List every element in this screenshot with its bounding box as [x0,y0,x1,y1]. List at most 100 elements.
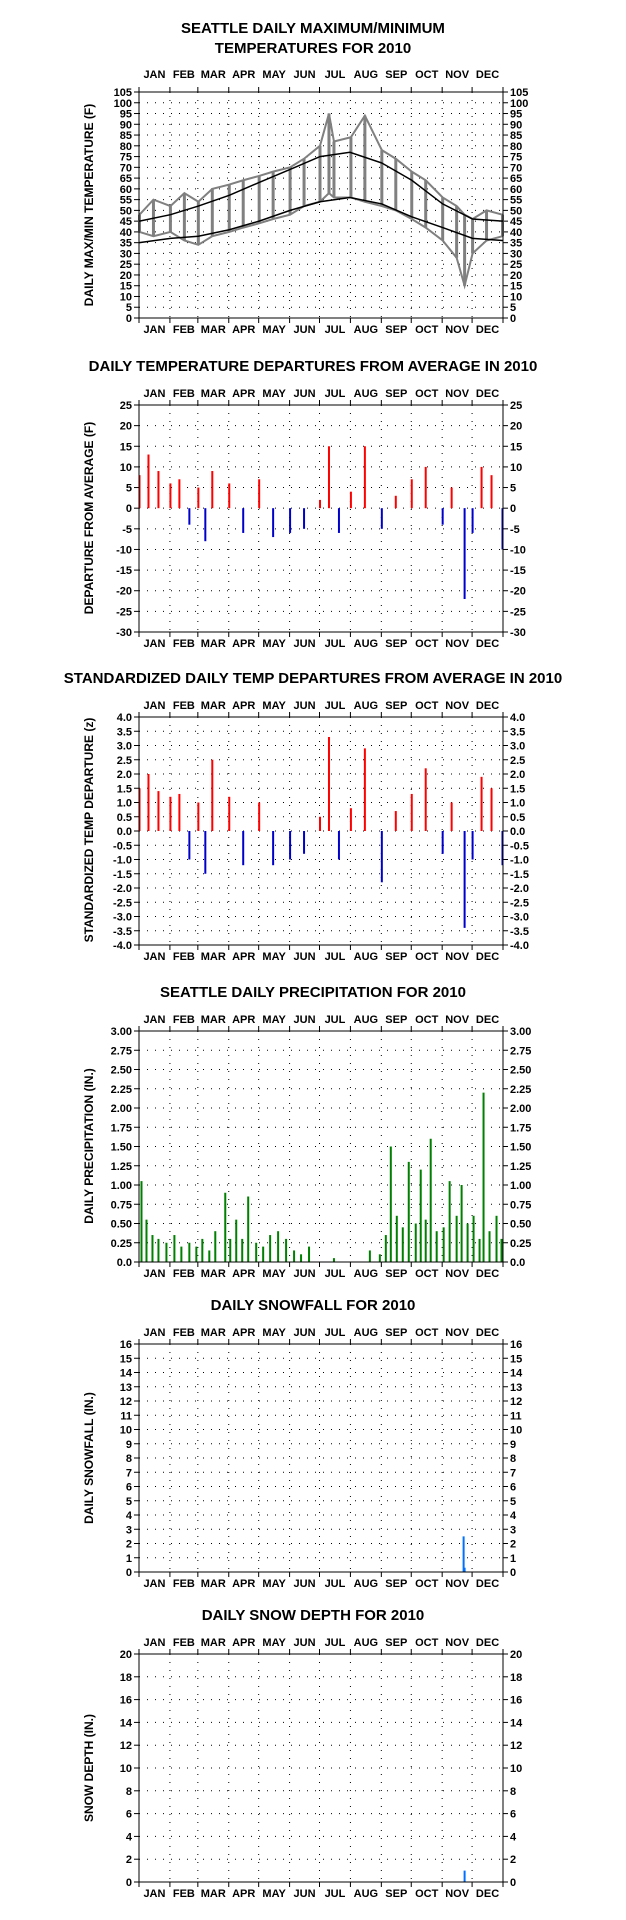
y-tick-label: 2.00 [111,1103,132,1115]
month-label: MAR [201,1327,226,1339]
y-tick-label: -3.0 [510,912,529,924]
y-tick-label: 7 [126,1467,132,1479]
y-tick-label: 16 [510,1695,522,1707]
y-tick-label: 4.0 [510,712,525,724]
normal-temp-line [139,196,503,244]
month-label: SEP [385,951,407,963]
plot-frame [138,91,504,319]
month-label: APR [232,1888,255,1900]
y-tick-label: 5 [126,1496,132,1508]
month-label: SEP [385,1888,407,1900]
y-tick-label: 0.5 [117,812,132,824]
y-tick-label: 3.5 [117,726,132,738]
month-label: FEB [173,1888,195,1900]
month-label: JUN [294,1888,316,1900]
y-tick-label: 2 [510,1854,516,1866]
month-label: MAR [201,388,226,400]
y-tick-label: 50 [120,205,132,217]
y-tick-label: 10 [120,1763,132,1775]
month-label: NOV [445,1014,470,1026]
plot-frame [138,404,504,633]
y-tick-label: 40 [510,227,522,239]
y-tick-label: 12 [510,1396,522,1408]
y-tick-label: 2.0 [510,769,525,781]
y-tick-label: -25 [116,606,132,618]
y-tick-label: -30 [510,627,526,639]
month-label: SEP [385,1014,407,1026]
y-tick-label: 80 [510,141,522,153]
month-label: JAN [143,1268,165,1280]
y-tick-label: 30 [510,248,522,260]
y-tick-label: 18 [120,1672,132,1684]
y-tick-label: 14 [120,1717,133,1729]
y-tick-label: 20 [510,1649,522,1661]
y-tick-label: 70 [120,162,132,174]
y-tick-label: 105 [114,87,132,99]
y-tick-label: 3.00 [510,1026,531,1038]
month-label: OCT [415,1578,439,1590]
y-tick-label: 35 [510,238,522,250]
month-label: DEC [476,1327,499,1339]
month-label: JAN [143,1327,165,1339]
y-tick-label: 1.25 [510,1161,531,1173]
month-label: FEB [173,388,195,400]
month-label: JUN [294,1327,316,1339]
month-label: MAR [201,1888,226,1900]
month-label: JUL [325,1888,346,1900]
month-label: JAN [143,1578,165,1590]
y-tick-label: 20 [120,1649,132,1661]
month-label: MAY [262,700,286,712]
month-label: SEP [385,324,407,336]
month-label: AUG [354,1327,378,1339]
y-tick-label: -5 [122,524,132,536]
y-tick-label: -2.0 [113,883,132,895]
month-label: JUL [325,1268,346,1280]
y-axis-label: SNOW DEPTH (IN.) [82,1714,96,1822]
plot-frame [138,1343,504,1573]
month-label: FEB [173,1637,195,1649]
month-label: MAY [262,1327,286,1339]
y-tick-label: 3 [126,1524,132,1536]
y-tick-label: 10 [510,1763,522,1775]
month-label: JUL [325,951,346,963]
y-tick-label: -10 [510,544,526,556]
y-tick-label: 1 [126,1553,132,1565]
y-tick-label: 5 [510,302,516,314]
y-tick-label: -15 [510,565,526,577]
y-tick-label: 10 [120,291,132,303]
month-label: OCT [415,1014,439,1026]
y-tick-label: 75 [510,152,522,164]
month-label: DEC [476,638,499,650]
y-tick-label: -0.5 [510,840,529,852]
y-tick-label: 1.5 [510,783,525,795]
month-label: JUL [325,700,346,712]
y-tick-label: 2.50 [510,1065,531,1077]
month-label: OCT [415,1268,439,1280]
y-tick-label: 15 [120,281,132,293]
y-tick-label: 0 [510,1877,516,1889]
month-label: APR [232,1578,255,1590]
month-label: JUL [325,1014,346,1026]
y-tick-label: 10 [120,462,132,474]
month-label: OCT [415,1637,439,1649]
month-label: DEC [476,700,499,712]
y-tick-label: 60 [120,184,132,196]
y-tick-label: 1 [510,1553,516,1565]
y-tick-label: -4.0 [510,940,529,952]
month-label: NOV [445,1637,470,1649]
month-label: JUN [294,324,316,336]
month-label: FEB [173,1327,195,1339]
y-tick-label: 60 [510,184,522,196]
month-label: FEB [173,700,195,712]
month-label: JUL [325,324,346,336]
y-tick-label: 5 [126,483,132,495]
chart-4: SEATTLE DAILY PRECIPITATION FOR 2010 JAN J… [82,984,531,1280]
month-label: MAR [201,1637,226,1649]
y-tick-label: 4 [126,1831,133,1843]
y-tick-label: 12 [510,1740,522,1752]
month-label: DEC [476,1578,499,1590]
y-tick-label: 0.25 [111,1238,132,1250]
y-tick-label: 65 [510,173,522,185]
y-tick-label: 3.0 [510,741,525,753]
